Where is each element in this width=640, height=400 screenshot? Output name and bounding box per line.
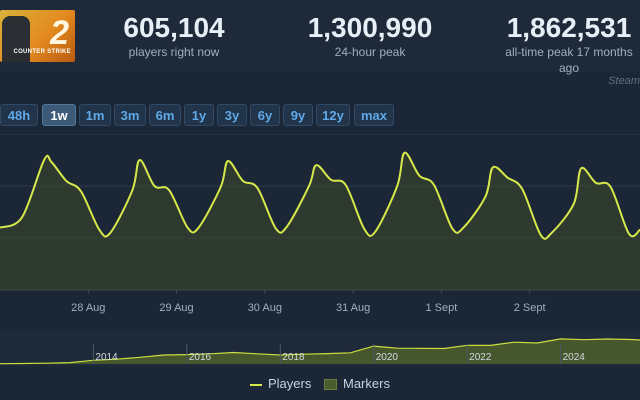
range-button-6m[interactable]: 6m <box>149 104 181 126</box>
x-tick-label: 30 Aug <box>248 302 282 314</box>
x-tick-label: 28 Aug <box>71 302 105 314</box>
chart-credit[interactable]: Steam <box>608 75 640 87</box>
navigator-year-label: 2016 <box>189 352 212 363</box>
range-button-3m[interactable]: 3m <box>114 104 146 126</box>
stat-all-time-peak: 1,862,531 all-time peak 17 months ago <box>494 12 640 76</box>
range-button-48h[interactable]: 48h <box>0 104 38 126</box>
range-button-9y[interactable]: 9y <box>283 104 313 126</box>
stat-label: 24-hour peak <box>334 45 406 59</box>
legend-item-players[interactable]: Players <box>250 376 311 391</box>
x-tick-label: 2 Sept <box>514 302 546 314</box>
markers-box-swatch <box>324 379 337 391</box>
stat-value: 605,104 <box>123 12 225 43</box>
navigator-area <box>0 338 640 364</box>
series-line-players[interactable] <box>0 151 640 240</box>
series-area-players <box>0 152 640 290</box>
legend-label: Players <box>268 376 312 391</box>
stat-value: 1,300,990 <box>307 12 433 43</box>
range-button-6y[interactable]: 6y <box>250 104 280 126</box>
brand-logo-text: COUNTER STRIKE <box>13 49 71 55</box>
legend-label: Markers <box>343 376 390 391</box>
stat-value: 1,862,531 <box>506 12 632 43</box>
navigator-year-label: 2022 <box>469 352 492 363</box>
navigator-chart[interactable]: 2014 2016 2018 2020 2022 2024 <box>0 330 640 366</box>
range-button-1w[interactable]: 1w <box>42 104 76 126</box>
range-button-1y[interactable]: 1y <box>184 104 214 126</box>
stat-24h-peak: 1,300,990 24-hour peak <box>290 12 450 60</box>
range-button-3y[interactable]: 3y <box>217 104 247 126</box>
game-thumbnail[interactable]: 2 COUNTER STRIKE <box>0 10 75 62</box>
navigator-year-label: 2018 <box>282 352 305 363</box>
range-button-max[interactable]: max <box>354 104 394 126</box>
navigator-line <box>0 338 640 365</box>
range-button-1m[interactable]: 1m <box>79 104 111 126</box>
logo-number: 2 <box>50 14 69 52</box>
x-tick-label: 31 Aug <box>336 302 370 314</box>
x-tick-label: 1 Sept <box>425 302 457 314</box>
player-count-chart[interactable]: 28 Aug 29 Aug 30 Aug 31 Aug 1 Sept 2 Sept <box>0 134 640 320</box>
range-button-12y[interactable]: 12y <box>316 104 350 126</box>
stats-header: 2 COUNTER STRIKE 605,104 players right n… <box>0 0 640 75</box>
players-line-swatch <box>250 383 262 386</box>
x-tick-label: 29 Aug <box>159 302 193 314</box>
stat-label: players right now <box>128 45 220 59</box>
navigator-year-label: 2024 <box>563 352 586 363</box>
navigator-year-label: 2014 <box>95 352 118 363</box>
soldier-figure-icon <box>2 16 30 62</box>
navigator-year-label: 2020 <box>376 352 399 363</box>
stat-label: all-time peak 17 months ago <box>505 45 633 75</box>
stat-current-players: 605,104 players right now <box>100 12 248 60</box>
legend-item-markers[interactable]: Markers <box>324 376 390 391</box>
